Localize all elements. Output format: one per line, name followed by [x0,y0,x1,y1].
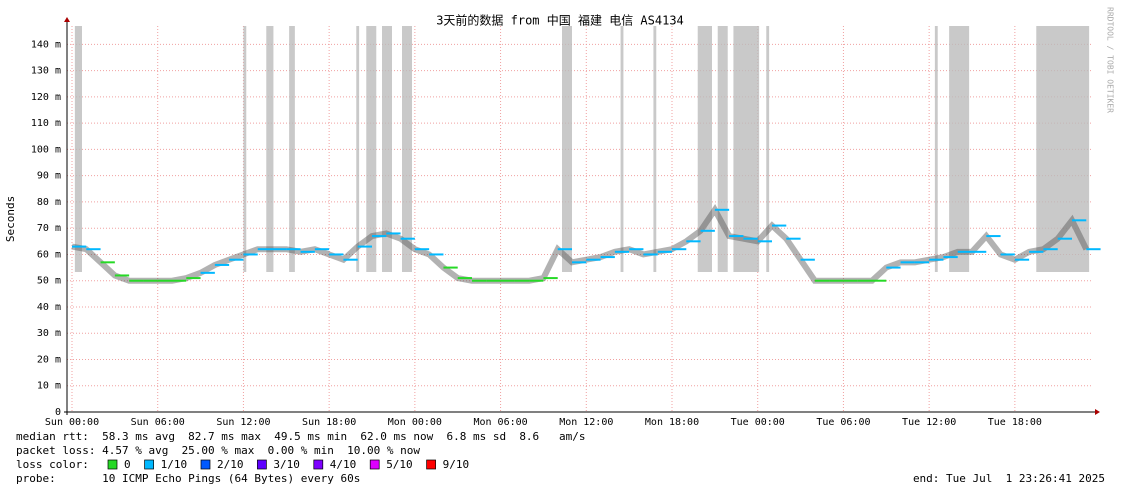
legend-title: loss color: [16,458,89,471]
arrow [1095,409,1100,415]
loss-band [934,26,938,272]
loss-band [766,26,770,272]
stats-line: packet loss: 4.57 % avg 25.00 % max 0.00… [16,444,420,457]
x-tick-label: Sun 12:00 [216,417,270,428]
x-tick-label: Tue 00:00 [731,417,785,428]
legend-label: 4/10 [330,458,357,471]
x-tick-label: Tue 06:00 [816,417,870,428]
y-tick-label: 120 m [31,92,61,103]
legend-swatch [200,459,211,470]
x-tick-label: Sun 06:00 [131,417,185,428]
x-tick-label: Mon 00:00 [388,417,442,428]
loss-band [562,26,572,272]
legend-label: 1/10 [161,458,188,471]
x-tick-label: Tue 18:00 [988,417,1042,428]
loss-band [949,26,970,272]
y-tick-label: 140 m [31,39,61,50]
y-tick-label: 30 m [37,328,61,339]
stats-line: median rtt: 58.3 ms avg 82.7 ms max 49.5… [16,430,586,443]
loss-band [243,26,247,272]
y-tick-label: 80 m [37,197,61,208]
loss-band [366,26,377,272]
loss-band [653,26,657,272]
probe: probe: 10 ICMP Echo Pings (64 Bytes) eve… [16,472,360,485]
x-tick-label: Mon 18:00 [645,417,699,428]
y-tick-label: 10 m [37,381,61,392]
legend-label: 0 [124,458,131,471]
loss-band [266,26,274,272]
y-tick-label: 90 m [37,171,61,182]
legend-swatch [426,459,436,470]
legend-swatch [257,459,267,470]
legend-label: 9/10 [443,458,470,471]
y-tick-label: 0 [55,407,61,418]
legend-label: 2/10 [217,458,244,471]
y-axis-label: Seconds [4,196,17,242]
legend-label: 5/10 [386,458,413,471]
chart-title: 3天前的数据 from 中国 福建 电信 AS4134 [436,13,684,28]
loss-band [733,26,760,272]
end-time: end: Tue Jul 1 23:26:41 2025 [913,472,1105,485]
watermark: RRDTOOL / TOBI OETIKER [1106,7,1115,113]
y-tick-label: 110 m [31,118,61,129]
y-tick-label: 40 m [37,302,61,313]
loss-band [289,26,295,272]
legend-swatch [369,459,380,470]
loss-band [382,26,392,272]
loss-band [697,26,712,272]
x-tick-label: Tue 12:00 [902,417,956,428]
loss-band [717,26,728,272]
legend-swatch [313,459,324,470]
arrow [64,17,70,22]
legend-swatch [144,459,154,470]
loss-band [356,26,360,272]
x-tick-label: Mon 06:00 [473,417,527,428]
plot-area [67,26,1092,412]
y-tick-label: 20 m [37,354,61,365]
y-tick-label: 100 m [31,144,61,155]
y-tick-label: 70 m [37,223,61,234]
loss-band [402,26,412,272]
y-tick-label: 50 m [37,276,61,287]
x-tick-label: Mon 12:00 [559,417,613,428]
legend-label: 3/10 [273,458,300,471]
loss-band [620,26,624,272]
loss-band [1036,26,1090,272]
x-tick-label: Sun 18:00 [302,417,356,428]
loss-band [74,26,82,272]
y-tick-label: 130 m [31,66,61,77]
y-tick-label: 60 m [37,249,61,260]
legend-swatch [107,459,118,470]
x-tick-label: Sun 00:00 [45,417,99,428]
